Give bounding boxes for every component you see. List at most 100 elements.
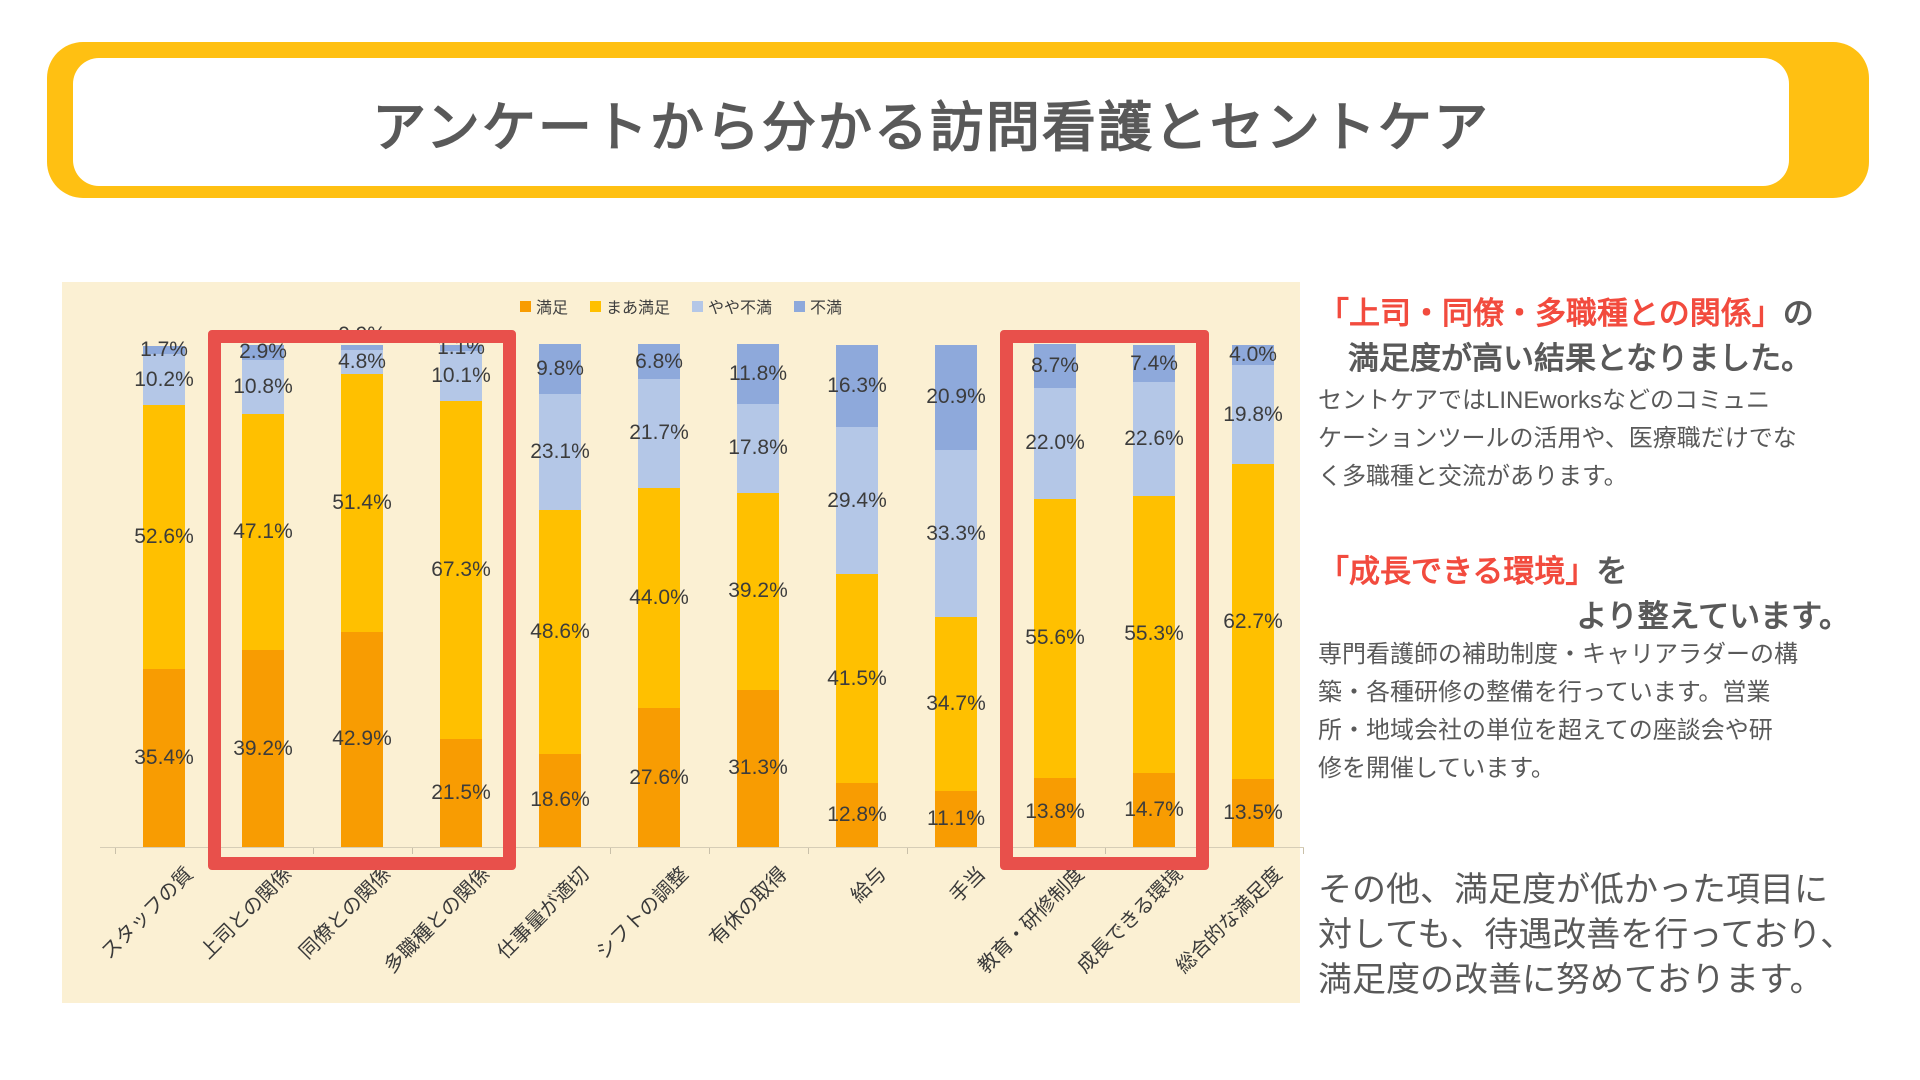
section1-heading-line2: 満足度が高い結果となりました。 <box>1348 341 1813 376</box>
section1-heading: 「上司・同僚・多職種との関係」の 満足度が高い結果となりました。 <box>1318 288 1878 378</box>
legend-label: 満足 <box>535 300 568 317</box>
bar-segment-総合的な満足度 <box>1232 464 1274 780</box>
value-label: 48.6% <box>530 619 590 643</box>
bar-segment-上司との関係 <box>242 650 284 847</box>
section2-body: 専門看護師の補助制度・キャリアラダーの構 築・各種研修の整備を行っています。営業所… <box>1318 636 1878 788</box>
bar-segment-スタッフの質 <box>143 354 185 406</box>
bar-segment-多職種との関係 <box>440 350 482 402</box>
section1-body: セントケアではLINEworksなどのコミュニ ケーションツールの活用や、医療職だ… <box>1318 382 1878 496</box>
highlight-box <box>208 330 516 870</box>
value-label: 31.3% <box>728 756 788 780</box>
legend-item: やや不満 <box>692 294 772 318</box>
value-label: 35.4% <box>134 746 194 770</box>
text-line: 満足度の改善に努めております。 <box>1318 961 1824 999</box>
legend-label: まあ満足 <box>605 300 670 317</box>
x-axis-tick <box>906 848 908 854</box>
text-line: 専門看護師の補助制度・キャリアラダーの構 <box>1318 641 1798 668</box>
value-label: 51.4% <box>332 490 392 514</box>
x-axis-tick <box>708 848 710 854</box>
bar-segment-手当 <box>935 617 977 792</box>
bar-segment-教育・研修制度 <box>1034 777 1076 847</box>
bar-segment-有休の取得 <box>737 403 779 494</box>
category-label: 上司との関係 <box>196 863 297 964</box>
x-axis-tick <box>609 848 611 854</box>
value-label: 55.6% <box>1025 626 1085 650</box>
value-label: 62.7% <box>1223 609 1283 633</box>
bar-segment-仕事量が適切 <box>539 344 581 394</box>
bar-segment-仕事量が適切 <box>539 753 581 847</box>
x-axis-tick <box>1302 848 1304 854</box>
value-label: 27.6% <box>629 765 689 789</box>
section2-heading-red: 「成長できる環境」 <box>1318 554 1597 589</box>
section1-heading-red: 「上司・同僚・多職種との関係」 <box>1318 296 1783 331</box>
legend-swatch <box>692 300 703 312</box>
value-label: 11.1% <box>927 807 985 831</box>
bar-segment-給与 <box>836 782 878 847</box>
bar-segment-上司との関係 <box>242 345 284 360</box>
bar-segment-シフトの調整 <box>638 378 680 488</box>
value-label: 10.1% <box>431 363 491 387</box>
bar-segment-有休の取得 <box>737 344 779 404</box>
text-line: ケーションツールの活用や、医療職だけでな <box>1318 425 1797 452</box>
bar-segment-スタッフの質 <box>143 345 185 355</box>
bar-segment-総合的な満足度 <box>1232 779 1274 847</box>
value-label: 47.1% <box>233 519 293 543</box>
text-line: セントケアではLINEworksなどのコミュニ <box>1318 387 1771 414</box>
category-label: 手当 <box>945 863 990 908</box>
section2-heading-line1: 「成長できる環境」を <box>1318 546 1878 591</box>
bar-segment-成長できる環境 <box>1133 495 1175 774</box>
legend-label: 不満 <box>810 300 843 317</box>
value-label: 17.8% <box>728 436 788 460</box>
value-label: 21.5% <box>431 781 491 805</box>
title-banner: アンケートから分かる訪問看護とセントケア <box>47 42 1869 198</box>
bar-segment-手当 <box>935 345 977 450</box>
bar-segment-有休の取得 <box>737 689 779 847</box>
x-axis-tick <box>114 848 116 854</box>
bar-segment-仕事量が適切 <box>539 393 581 510</box>
value-label: 16.3% <box>827 373 887 397</box>
satisfaction-chart-panel: 35.4% 52.6% 10.2% 1.7% スタッフの質 39.2% 47.1% 10.8%… <box>62 282 1304 1003</box>
value-label: 13.8% <box>1025 800 1085 824</box>
bar-segment-上司との関係 <box>242 359 284 414</box>
highlight-box <box>1000 330 1209 870</box>
value-label: 39.2% <box>728 579 788 603</box>
x-axis-line <box>100 847 1304 848</box>
value-label: 21.7% <box>629 421 689 445</box>
bar-segment-多職種との関係 <box>440 401 482 740</box>
value-label: 4.8% <box>338 349 386 373</box>
bar-segment-スタッフの質 <box>143 405 185 670</box>
text-line: 修を開催しています。 <box>1318 755 1555 782</box>
bar-segment-シフトの調整 <box>638 708 680 847</box>
section1-heading-tail: の <box>1782 296 1814 331</box>
category-label: シフトの調整 <box>592 863 693 964</box>
title-banner-inner: アンケートから分かる訪問看護とセントケア <box>73 58 1789 186</box>
section2-heading: 「成長できる環境」を より整えています。 <box>1318 546 1878 636</box>
bar-segment-有休の取得 <box>737 493 779 690</box>
bar-segment-給与 <box>836 345 878 427</box>
value-label: 10.8% <box>233 374 293 398</box>
bar-segment-上司との関係 <box>242 413 284 651</box>
category-label: スタッフの質 <box>97 863 198 964</box>
page-title: アンケートから分かる訪問看護とセントケア <box>372 97 1490 158</box>
value-label: 19.8% <box>1223 402 1283 426</box>
value-label: 33.3% <box>926 521 986 545</box>
bar-segment-スタッフの質 <box>143 669 185 847</box>
value-label: 7.4% <box>1130 351 1178 375</box>
value-label: 4.0% <box>1229 343 1277 367</box>
text-line: く多職種と交流があります。 <box>1318 463 1628 490</box>
text-line: 対しても、待遇改善を行っており、 <box>1318 916 1855 954</box>
value-label: 22.6% <box>1124 426 1184 450</box>
bar-segment-同僚との関係 <box>341 345 383 350</box>
legend-swatch <box>589 300 601 312</box>
text-line: 築・各種研修の整備を行っています。営業 <box>1318 679 1771 706</box>
bar-segment-教育・研修制度 <box>1034 344 1076 389</box>
bar-segment-成長できる環境 <box>1133 345 1175 383</box>
value-label: 29.4% <box>827 488 887 512</box>
value-label: 34.7% <box>926 692 986 716</box>
value-label: 44.0% <box>629 586 689 609</box>
category-label: 同僚との関係 <box>295 863 396 964</box>
x-axis-tick <box>312 848 314 854</box>
value-label: 1.7% <box>140 337 188 361</box>
bar-segment-手当 <box>935 791 977 847</box>
section2-heading-tail: を <box>1596 554 1628 589</box>
